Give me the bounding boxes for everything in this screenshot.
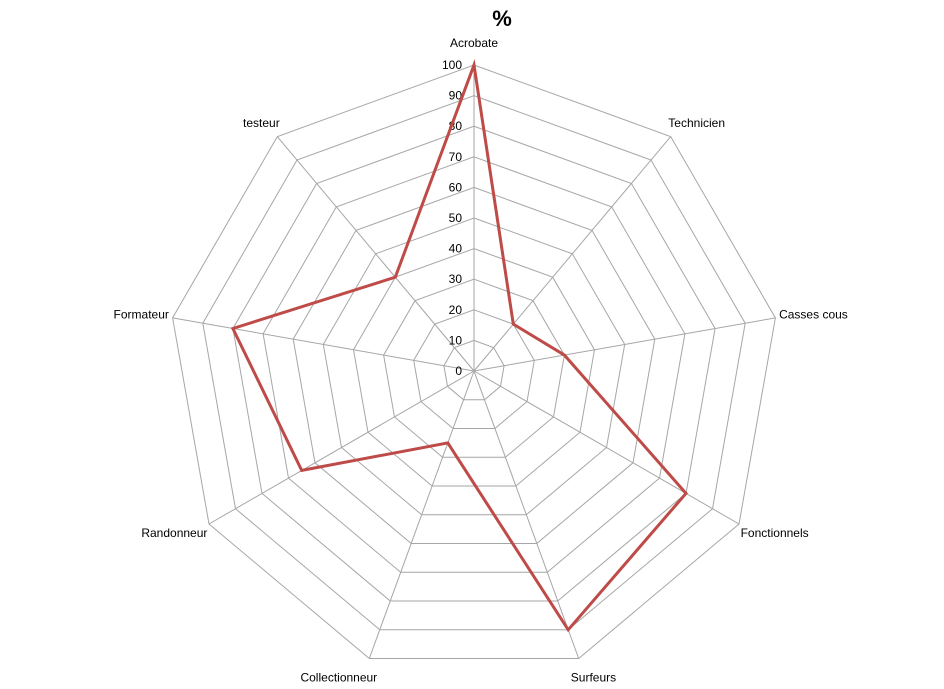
spoke-1	[473, 136, 672, 372]
chart-title: %	[492, 6, 512, 31]
spoke-3	[473, 370, 740, 525]
category-label: Randonneur	[141, 526, 207, 540]
grid-ring-90	[202, 95, 746, 631]
spoke-2	[473, 317, 776, 372]
grid-ring-50	[322, 217, 626, 516]
axis-spokes	[172, 65, 776, 659]
category-label: Formateur	[114, 308, 169, 322]
category-label: Technicien	[668, 116, 725, 130]
grid-ring-80	[232, 125, 716, 602]
spoke-4	[473, 370, 580, 659]
spoke-8	[276, 136, 475, 372]
grid-ring-60	[292, 186, 656, 544]
tick-label: 30	[449, 272, 463, 286]
tick-label: 90	[449, 89, 463, 103]
category-label: Surfeurs	[571, 671, 616, 685]
category-label: Acrobate	[450, 36, 498, 50]
grid-ring-100	[172, 64, 776, 659]
grid-ring-20	[413, 309, 535, 429]
series-layer	[230, 59, 688, 633]
grid-ring-30	[383, 278, 565, 458]
grid-ring-10	[443, 339, 505, 401]
grid-ring-70	[262, 156, 686, 573]
series-line	[230, 59, 688, 633]
category-labels: Acrobate Technicien Casses cous Fonctionnel…	[114, 36, 848, 685]
tick-label: 60	[449, 180, 463, 194]
category-label: Casses cous	[779, 308, 848, 322]
tick-label: 70	[449, 150, 463, 164]
tick-label: 50	[449, 211, 463, 225]
tick-label: 100	[442, 58, 462, 72]
spoke-7	[172, 317, 475, 372]
spoke-6	[208, 370, 475, 525]
tick-label: 10	[449, 333, 463, 347]
tick-label: 20	[449, 303, 463, 317]
category-label: Collectionneur	[300, 671, 377, 685]
category-label: Fonctionnels	[741, 526, 809, 540]
tick-label: 0	[455, 364, 462, 378]
category-label: testeur	[243, 116, 280, 130]
tick-label: 40	[449, 242, 463, 256]
spoke-5	[368, 370, 475, 659]
